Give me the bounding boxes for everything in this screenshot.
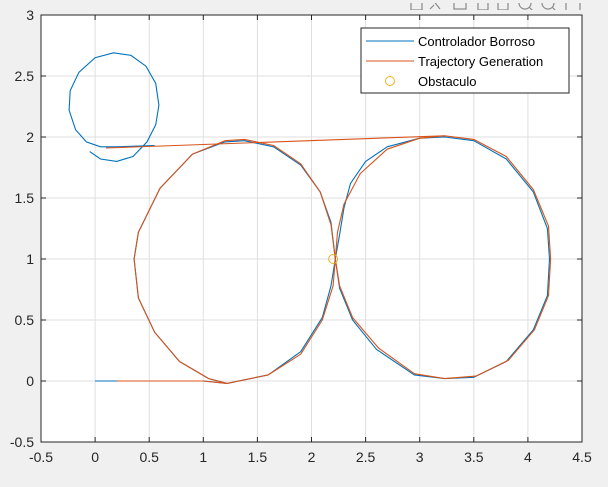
x-tick-label: 4 [524, 449, 532, 465]
export-icon[interactable] [410, 0, 423, 10]
y-tick-label: 3 [26, 7, 34, 23]
axis-ticks [40, 14, 583, 443]
y-tick-label: 0.5 [15, 312, 35, 328]
x-tick-label: -0.5 [29, 449, 53, 465]
y-tick-label: -0.5 [10, 434, 34, 450]
y-tick-label: 2 [26, 129, 34, 145]
x-tick-label: 1 [199, 449, 207, 465]
home-icon[interactable] [565, 0, 581, 10]
x-tick-label: 2.5 [356, 449, 376, 465]
series-tangent-1 [105, 135, 445, 149]
datatip-icon[interactable] [453, 0, 467, 10]
legend-label-trajectory: Trajectory Generation [418, 54, 543, 69]
x-tick-label: 2 [308, 449, 316, 465]
zoom-out-icon[interactable] [541, 0, 556, 10]
legend[interactable]: Controlador Borroso Trajectory Generatio… [360, 27, 570, 94]
x-tick-label: 3.5 [464, 449, 484, 465]
legend-label-obstaculo: Obstaculo [418, 74, 477, 89]
y-tick-label: 1.5 [15, 190, 35, 206]
series-line-1 [116, 135, 552, 384]
y-tick-labels: -0.5 0 0.5 1 1.5 2 2.5 3 [10, 7, 34, 450]
obstacle-marker [328, 254, 339, 264]
series-spiral-0 [68, 52, 160, 162]
x-tick-label: 0 [91, 449, 99, 465]
y-tick-label: 1 [26, 251, 34, 267]
x-tick-label: 4.5 [572, 449, 592, 465]
x-tick-label: 0.5 [139, 449, 159, 465]
series-lines [68, 52, 552, 384]
brush-icon[interactable] [429, 0, 441, 10]
rotate-icon[interactable] [497, 0, 509, 10]
series-markers [328, 254, 339, 264]
pan-icon[interactable] [477, 1, 489, 10]
y-tick-label: 2.5 [15, 68, 35, 84]
y-tick-label: 0 [26, 373, 34, 389]
legend-swatch-obstaculo [385, 76, 395, 86]
legend-label-controlador: Controlador Borroso [418, 34, 535, 49]
axes-toolbar[interactable] [408, 0, 608, 10]
x-tick-labels: -0.5 0 0.5 1 1.5 2 2.5 3 3.5 4 4.5 [29, 449, 592, 465]
x-tick-label: 3 [416, 449, 424, 465]
zoom-in-icon[interactable] [518, 0, 533, 10]
x-tick-label: 1.5 [248, 449, 268, 465]
